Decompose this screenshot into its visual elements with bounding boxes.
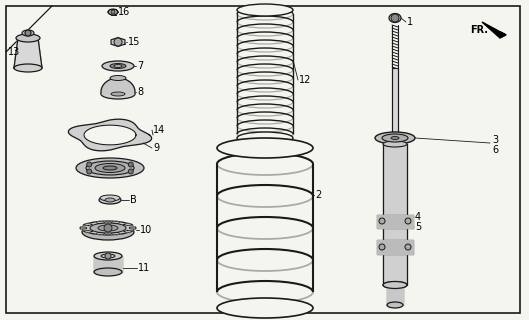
Text: 12: 12	[299, 75, 312, 85]
Ellipse shape	[16, 34, 40, 42]
Polygon shape	[95, 221, 105, 224]
Ellipse shape	[86, 161, 134, 175]
Ellipse shape	[101, 89, 135, 99]
Circle shape	[405, 244, 411, 250]
Text: 5: 5	[415, 222, 421, 232]
Ellipse shape	[217, 298, 313, 318]
Circle shape	[379, 218, 385, 224]
Text: 6: 6	[492, 145, 498, 155]
Ellipse shape	[382, 134, 408, 142]
Circle shape	[405, 218, 411, 224]
Text: B: B	[130, 195, 137, 205]
Ellipse shape	[217, 138, 313, 158]
Circle shape	[87, 169, 92, 174]
Polygon shape	[377, 215, 413, 228]
Ellipse shape	[383, 282, 407, 289]
Text: 11: 11	[138, 263, 150, 273]
Text: 16: 16	[118, 7, 130, 17]
Ellipse shape	[110, 63, 126, 68]
Circle shape	[104, 224, 112, 232]
Polygon shape	[130, 227, 135, 229]
Text: 2: 2	[315, 190, 321, 200]
Ellipse shape	[90, 223, 126, 233]
Circle shape	[129, 162, 133, 167]
Polygon shape	[101, 78, 135, 94]
Circle shape	[25, 30, 31, 36]
Polygon shape	[14, 38, 42, 68]
Ellipse shape	[103, 166, 117, 170]
Ellipse shape	[94, 268, 122, 276]
Text: 9: 9	[153, 143, 159, 153]
Text: 1: 1	[407, 17, 413, 27]
Circle shape	[111, 10, 115, 14]
Ellipse shape	[101, 254, 115, 258]
Ellipse shape	[237, 132, 293, 144]
Circle shape	[379, 244, 385, 250]
Text: 3: 3	[492, 135, 498, 145]
Text: 8: 8	[137, 87, 143, 97]
Circle shape	[114, 38, 122, 46]
Circle shape	[391, 14, 399, 22]
Polygon shape	[94, 256, 122, 272]
Polygon shape	[111, 38, 125, 46]
Polygon shape	[124, 223, 133, 226]
Ellipse shape	[22, 30, 34, 36]
Ellipse shape	[108, 9, 118, 15]
Circle shape	[105, 253, 111, 259]
Ellipse shape	[14, 64, 42, 72]
Ellipse shape	[391, 137, 399, 140]
Ellipse shape	[98, 225, 118, 231]
Ellipse shape	[375, 132, 415, 144]
Ellipse shape	[102, 61, 134, 71]
Text: 7: 7	[137, 61, 143, 71]
Ellipse shape	[387, 302, 403, 308]
Ellipse shape	[76, 158, 144, 178]
Ellipse shape	[111, 92, 125, 96]
Ellipse shape	[100, 195, 120, 201]
Polygon shape	[387, 285, 403, 305]
Polygon shape	[112, 221, 121, 224]
Ellipse shape	[105, 198, 115, 202]
Ellipse shape	[82, 221, 134, 235]
Ellipse shape	[82, 224, 134, 240]
Ellipse shape	[95, 164, 125, 172]
Circle shape	[129, 169, 133, 174]
Ellipse shape	[114, 65, 122, 68]
Polygon shape	[68, 119, 152, 151]
Polygon shape	[377, 240, 413, 254]
Polygon shape	[482, 22, 506, 38]
Ellipse shape	[237, 4, 293, 16]
Ellipse shape	[389, 13, 401, 22]
Text: 14: 14	[153, 125, 165, 135]
Polygon shape	[80, 227, 86, 229]
Polygon shape	[383, 144, 407, 285]
Text: 13: 13	[8, 47, 20, 57]
Ellipse shape	[94, 252, 122, 260]
Ellipse shape	[110, 76, 126, 81]
Text: 10: 10	[140, 225, 152, 235]
Polygon shape	[112, 232, 121, 235]
Ellipse shape	[99, 196, 121, 204]
Polygon shape	[124, 230, 133, 233]
Bar	[392, 68, 398, 136]
Ellipse shape	[383, 141, 407, 147]
Circle shape	[87, 162, 92, 167]
Polygon shape	[83, 230, 93, 233]
Text: FR.: FR.	[470, 25, 488, 35]
Ellipse shape	[383, 282, 407, 289]
Text: 15: 15	[128, 37, 140, 47]
Polygon shape	[95, 232, 105, 235]
Text: 4: 4	[415, 212, 421, 222]
Polygon shape	[84, 125, 136, 145]
Polygon shape	[83, 223, 93, 226]
